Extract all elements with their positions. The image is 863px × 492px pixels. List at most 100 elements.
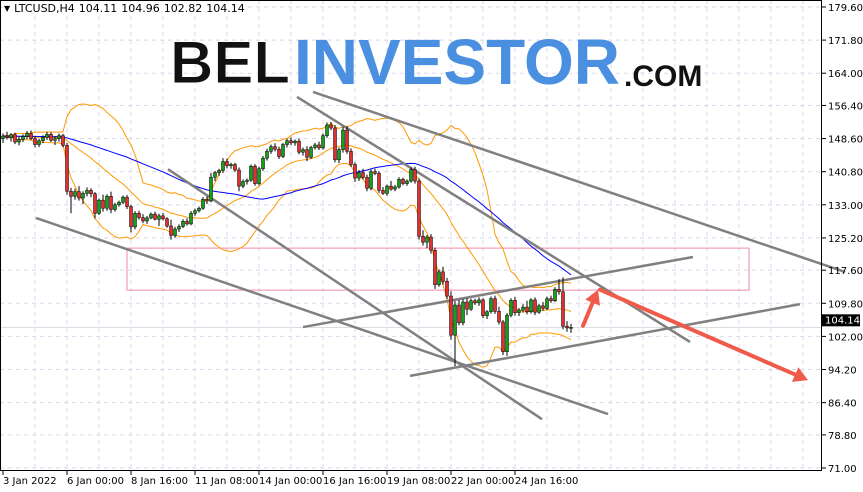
candle-body — [509, 300, 513, 316]
candle-body — [489, 298, 493, 313]
candle — [369, 169, 373, 191]
candle-body — [349, 151, 353, 165]
candle-body — [89, 190, 93, 195]
open-value: 104.11 — [78, 2, 118, 15]
arrow-head — [585, 289, 601, 306]
ma-line — [2, 135, 572, 276]
candle — [213, 170, 217, 182]
candle — [253, 164, 257, 186]
candle-body — [265, 151, 269, 159]
candle — [121, 195, 125, 204]
candle — [501, 319, 505, 356]
x-tick-label: 24 Jan 16:00 — [515, 476, 578, 487]
x-tick-label: 22 Jan 00:00 — [451, 476, 514, 487]
candle-body — [525, 306, 529, 313]
time-axis[interactable]: 3 Jan 2022 6 Jan 00:00 8 Jan 16:00 11 Jan 0… — [2, 470, 578, 487]
candle — [85, 187, 89, 197]
candle — [169, 219, 173, 240]
candle — [257, 166, 261, 186]
candle — [241, 179, 245, 189]
candle — [325, 122, 329, 138]
candle-body — [405, 180, 409, 184]
x-tick-label: 14 Jan 00:00 — [259, 476, 322, 487]
arrow-shaft — [581, 300, 595, 328]
candle — [73, 188, 77, 200]
candle-body — [329, 124, 333, 129]
candle — [217, 168, 221, 176]
candle-body — [505, 314, 509, 352]
y-tick-label: 117.60 — [828, 266, 863, 277]
candle-body — [449, 295, 453, 336]
candle-body — [165, 218, 169, 227]
current-price-text: 104.14 — [825, 315, 860, 326]
candle — [265, 148, 269, 161]
y-tick-label: 179.60 — [828, 3, 863, 14]
candle — [53, 136, 57, 145]
trendline — [312, 90, 846, 274]
candle-body — [113, 204, 117, 210]
candle-body — [549, 298, 553, 301]
y-tick-label: 94.20 — [828, 366, 857, 377]
candle — [209, 172, 213, 203]
candle — [533, 297, 537, 316]
candle-body — [229, 164, 233, 167]
candle — [245, 178, 249, 185]
grid — [0, 0, 821, 470]
candle — [361, 168, 365, 180]
candle — [405, 179, 409, 186]
candle-body — [413, 169, 417, 182]
candle — [277, 146, 281, 159]
candle-body — [345, 129, 349, 152]
price-axis[interactable]: 179.60 171.80 164.00 156.40 148.60 140.80 133.… — [822, 3, 863, 475]
candle-body — [309, 147, 313, 158]
candle-body — [225, 161, 229, 167]
candle — [157, 213, 161, 227]
candle-body — [357, 172, 361, 179]
candle — [61, 133, 65, 148]
candle — [449, 291, 453, 340]
y-tick-label: 86.40 — [828, 399, 857, 410]
candle — [117, 200, 121, 207]
candle-body — [373, 171, 377, 174]
candle — [261, 155, 265, 171]
candle-body — [209, 176, 213, 202]
y-tick-label: 148.60 — [828, 135, 863, 146]
candle-body — [169, 225, 173, 236]
candle — [249, 164, 253, 182]
candle-body — [469, 300, 473, 310]
candle-body — [217, 170, 221, 173]
candle-body — [149, 213, 153, 219]
x-tick-label: 6 Jan 00:00 — [67, 476, 124, 487]
candle-body — [145, 217, 149, 222]
candle — [365, 174, 369, 192]
candle-body — [193, 210, 197, 214]
candle-body — [421, 235, 425, 243]
candle-body — [57, 135, 61, 139]
triangle-down-icon[interactable]: ▼ — [4, 4, 11, 13]
candle — [489, 296, 493, 314]
candle-body — [465, 301, 469, 310]
candle-body — [477, 299, 481, 304]
arrow-shaft — [598, 287, 798, 377]
high-value: 104.96 — [121, 2, 160, 15]
candle-body — [65, 145, 69, 192]
candle-body — [61, 135, 65, 146]
y-tick-label: 78.80 — [828, 431, 857, 442]
candle-body — [157, 215, 161, 220]
candle-body — [261, 157, 265, 169]
candle-body — [109, 196, 113, 210]
candle — [509, 298, 513, 318]
candle-body — [513, 300, 517, 313]
candle — [45, 131, 49, 140]
candle — [525, 300, 529, 315]
candle-body — [541, 305, 545, 309]
forecast-arrows — [581, 287, 808, 382]
candle — [337, 147, 341, 164]
candle — [77, 186, 81, 201]
candle-body — [337, 149, 341, 161]
candle — [529, 298, 533, 314]
candle-body — [1, 135, 5, 139]
candle — [301, 147, 305, 156]
candle — [457, 299, 461, 326]
